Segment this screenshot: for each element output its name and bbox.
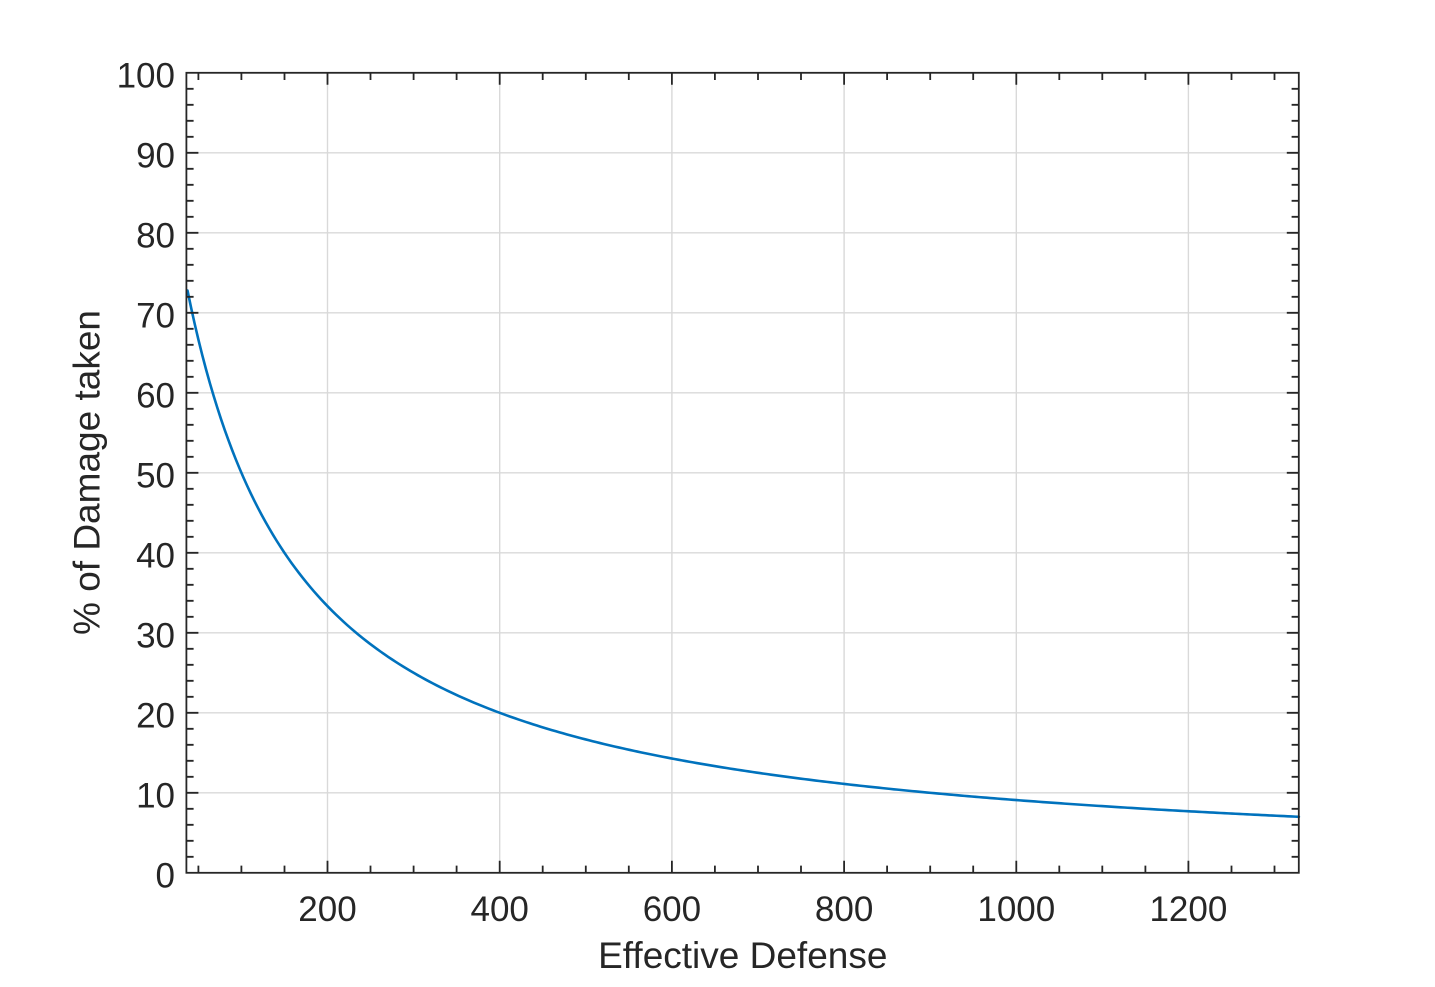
svg-text:100: 100 <box>117 56 175 95</box>
svg-text:1000: 1000 <box>977 890 1055 929</box>
svg-text:1200: 1200 <box>1149 890 1227 929</box>
svg-text:50: 50 <box>136 456 175 495</box>
svg-text:40: 40 <box>136 536 175 575</box>
svg-text:600: 600 <box>643 890 701 929</box>
svg-text:400: 400 <box>470 890 528 929</box>
svg-text:200: 200 <box>298 890 356 929</box>
svg-text:80: 80 <box>136 216 175 255</box>
svg-text:70: 70 <box>136 296 175 335</box>
svg-text:20: 20 <box>136 696 175 735</box>
svg-text:90: 90 <box>136 136 175 175</box>
svg-text:% of Damage taken: % of Damage taken <box>67 310 108 635</box>
svg-text:10: 10 <box>136 776 175 815</box>
svg-text:800: 800 <box>815 890 873 929</box>
svg-text:60: 60 <box>136 376 175 415</box>
svg-text:30: 30 <box>136 616 175 655</box>
svg-text:0: 0 <box>156 856 175 895</box>
svg-text:Effective Defense: Effective Defense <box>598 935 887 976</box>
